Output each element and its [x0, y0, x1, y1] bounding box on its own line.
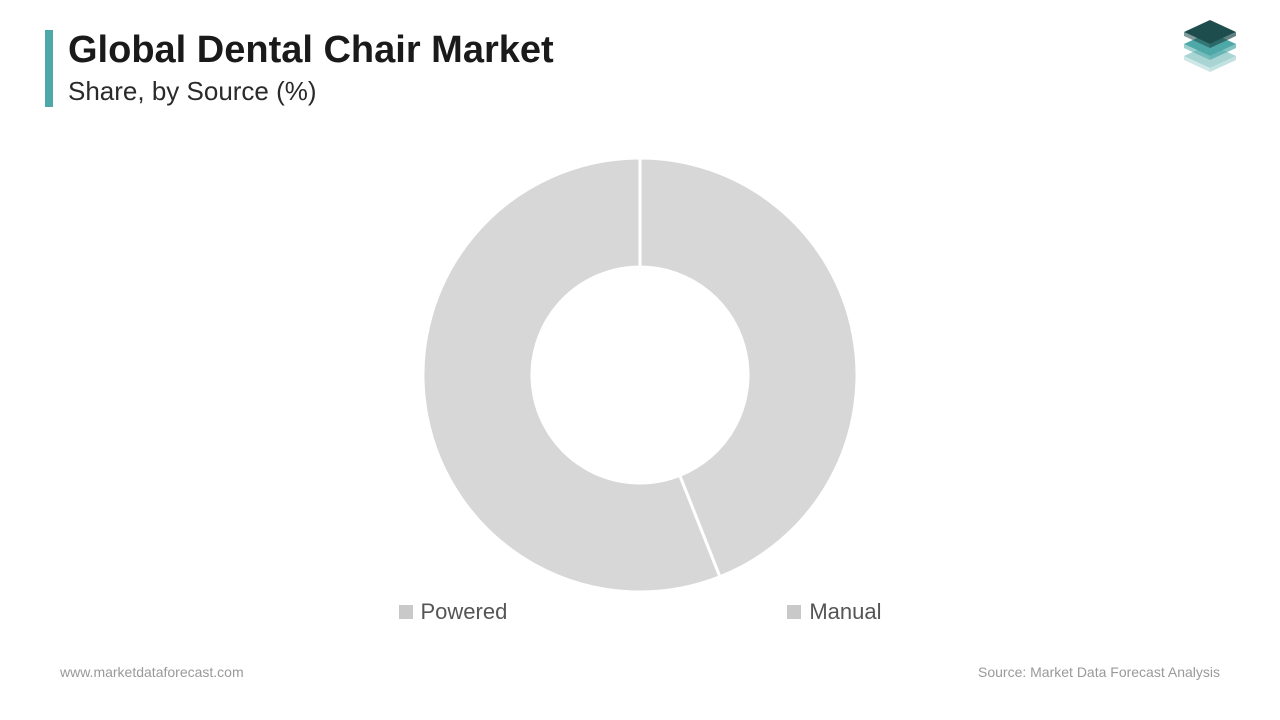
header-block: Global Dental Chair Market Share, by Sou…	[45, 30, 554, 107]
chart-legend: Powered Manual	[0, 599, 1280, 625]
legend-label: Powered	[421, 599, 508, 625]
legend-marker-icon	[787, 605, 801, 619]
legend-item: Powered	[399, 599, 508, 625]
page-title: Global Dental Chair Market	[68, 30, 554, 72]
legend-label: Manual	[809, 599, 881, 625]
legend-item: Manual	[787, 599, 881, 625]
donut-chart	[0, 155, 1280, 595]
brand-logo-icon	[1180, 20, 1240, 75]
page-subtitle: Share, by Source (%)	[68, 76, 554, 107]
legend-marker-icon	[399, 605, 413, 619]
footer-source: Source: Market Data Forecast Analysis	[978, 664, 1220, 680]
footer-url: www.marketdataforecast.com	[60, 664, 244, 680]
